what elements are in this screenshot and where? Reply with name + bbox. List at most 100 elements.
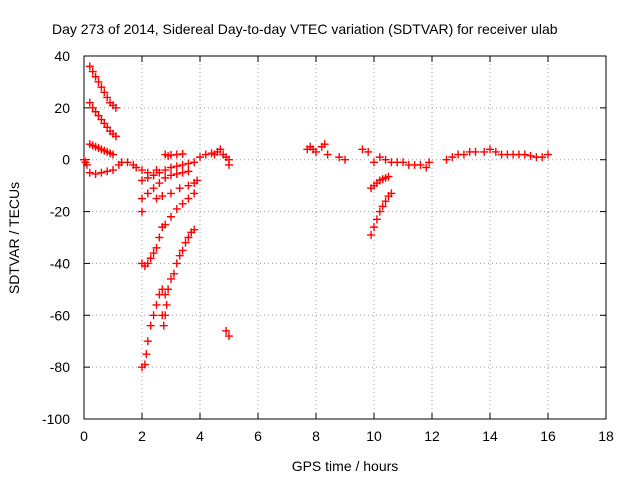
data-point [100, 88, 109, 97]
data-points [80, 62, 552, 372]
data-point [164, 285, 173, 294]
data-point [161, 290, 170, 299]
data-point [149, 171, 158, 180]
data-point [172, 259, 181, 268]
data-point [538, 153, 547, 162]
data-point [520, 150, 529, 159]
data-point [201, 150, 210, 159]
data-point [103, 93, 112, 102]
data-point [486, 145, 494, 154]
data-point [544, 150, 552, 159]
data-point [335, 153, 344, 162]
data-point [161, 220, 170, 229]
data-point [491, 147, 500, 156]
y-tick-label: -80 [50, 359, 70, 375]
data-point [216, 145, 225, 154]
data-point [111, 132, 120, 141]
data-point [85, 168, 94, 177]
data-point [97, 168, 106, 177]
series-arc-p [358, 145, 434, 172]
data-point [471, 147, 480, 156]
data-point [146, 254, 155, 263]
data-point [161, 166, 170, 175]
series-arc-d [80, 155, 141, 178]
data-point [184, 181, 193, 190]
series-arc-b [85, 98, 120, 141]
data-point [142, 350, 151, 359]
data-point [82, 160, 91, 169]
x-tick-label: 8 [312, 428, 320, 444]
plot-frame [83, 55, 607, 420]
data-point [370, 223, 378, 232]
data-point [85, 98, 94, 107]
data-point [138, 207, 146, 216]
data-point [149, 184, 158, 193]
data-point [448, 153, 457, 162]
data-point [370, 158, 378, 167]
data-point [167, 274, 175, 283]
series-arc-f [138, 166, 161, 185]
data-point [109, 150, 117, 159]
data-point [381, 155, 390, 164]
data-point [422, 163, 431, 172]
data-point [222, 326, 231, 335]
data-point [178, 168, 187, 177]
data-point [175, 184, 184, 193]
x-tick-label: 14 [482, 428, 498, 444]
data-point [184, 233, 193, 242]
series-arc-q [367, 172, 393, 193]
x-tick-label: 10 [366, 428, 382, 444]
data-point [167, 163, 175, 172]
data-point [138, 166, 146, 175]
series-arc-n [222, 326, 233, 341]
series-arc-s [442, 145, 552, 164]
data-point [123, 158, 132, 167]
data-point [190, 225, 199, 234]
data-point [399, 158, 407, 167]
y-tick-label: -100 [42, 411, 70, 427]
data-point [375, 153, 384, 162]
series-arc-g [138, 167, 193, 203]
data-point [161, 173, 170, 182]
chart-title: Day 273 of 2014, Sidereal Day-to-day VTE… [52, 21, 558, 37]
data-point [138, 176, 146, 185]
series-arc-r [367, 189, 396, 239]
data-point [190, 158, 199, 167]
data-point [178, 150, 187, 159]
x-tick-label: 16 [540, 428, 556, 444]
data-point [146, 321, 155, 330]
series-arc-o [303, 140, 349, 164]
data-point [103, 167, 112, 176]
data-point [91, 169, 100, 178]
data-point [143, 259, 152, 268]
series-arc-h [138, 176, 202, 216]
data-point [381, 197, 390, 206]
data-point [167, 189, 175, 198]
data-point [143, 189, 152, 198]
data-point [442, 155, 451, 164]
y-tick-label: -20 [50, 204, 70, 220]
axis-ticks: 0 2 4 6 8 10 12 14 16 18 -100 -80 -60 -40 -20 0 20 40 [42, 48, 614, 444]
data-point [364, 147, 373, 156]
data-point [162, 300, 171, 309]
data-point [158, 192, 167, 201]
data-point [109, 166, 117, 175]
data-point [375, 207, 384, 216]
data-point [178, 160, 187, 169]
data-point [91, 72, 100, 81]
data-point [190, 189, 199, 198]
x-tick-label: 12 [424, 428, 440, 444]
data-point [372, 215, 381, 224]
data-point [155, 179, 164, 188]
data-point [184, 194, 193, 203]
x-tick-label: 0 [80, 428, 88, 444]
x-tick-label: 4 [196, 428, 204, 444]
data-point [169, 269, 178, 278]
x-tick-label: 6 [254, 428, 262, 444]
data-point [459, 150, 468, 159]
data-point [320, 140, 329, 149]
y-axis-label: SDTVAR / TECUs [6, 182, 22, 294]
data-point [132, 163, 141, 172]
series-arc-l [161, 150, 187, 160]
data-point [172, 204, 181, 213]
